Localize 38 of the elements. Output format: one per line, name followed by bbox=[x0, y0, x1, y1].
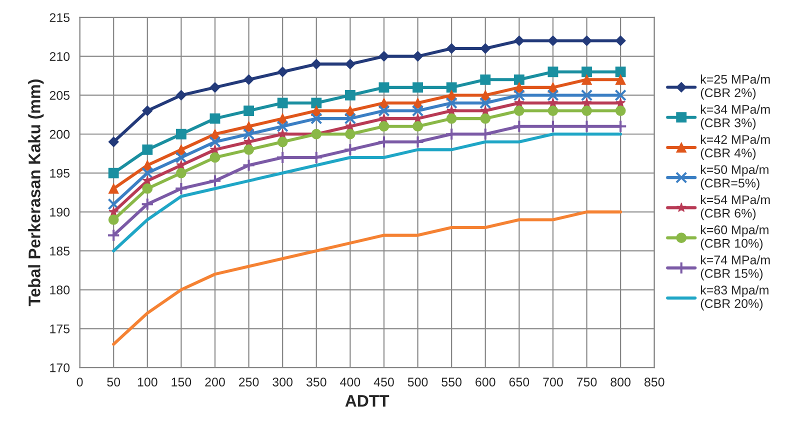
x-tick-label: 500 bbox=[408, 378, 428, 386]
legend-label: k=74 MPa/m (CBR 15%) bbox=[700, 255, 770, 280]
y-axis-title: Tebal Perkerasan Kaku (mm) bbox=[28, 80, 44, 306]
x-tick-label: 0 bbox=[76, 378, 83, 386]
x-tick-label: 450 bbox=[374, 378, 394, 386]
x-tick-label: 750 bbox=[576, 378, 597, 386]
y-tick-label: 205 bbox=[50, 91, 70, 100]
y-tick-label: 200 bbox=[50, 130, 70, 139]
legend-label: k=83 Mpa/m (CBR 20%) bbox=[700, 285, 768, 310]
x-axis-title: ADTT bbox=[345, 395, 390, 407]
y-tick-label: 210 bbox=[50, 52, 70, 61]
x-tick-label: 600 bbox=[476, 378, 496, 386]
y-tick-label: 185 bbox=[50, 246, 70, 256]
y-tick-label: 215 bbox=[50, 13, 70, 22]
x-tick-label: 650 bbox=[509, 378, 530, 386]
legend-label: k=60 Mpa/m (CBR 10%) bbox=[700, 225, 768, 250]
x-tick-label: 800 bbox=[610, 378, 630, 386]
x-tick-label: 850 bbox=[644, 378, 664, 386]
x-tick-label: 400 bbox=[340, 378, 360, 386]
y-tick-label: 180 bbox=[50, 286, 70, 294]
y-tick-label: 190 bbox=[50, 208, 70, 217]
x-tick-label: 550 bbox=[442, 378, 462, 386]
x-tick-label: 200 bbox=[205, 378, 225, 386]
x-tick-label: 300 bbox=[272, 378, 293, 386]
x-tick-label: 150 bbox=[172, 378, 192, 386]
x-tick-label: 50 bbox=[107, 378, 120, 386]
legend-label: k=50 Mpa/m (CBR=5%) bbox=[700, 164, 768, 190]
x-tick-label: 350 bbox=[306, 378, 326, 386]
legend-label: k=25 MPa/m (CBR 2%) bbox=[700, 74, 770, 100]
y-tick-label: 175 bbox=[50, 324, 70, 334]
legend-label: k=42 MPa/m (CBR 4%) bbox=[700, 134, 770, 160]
x-tick-label: 250 bbox=[238, 378, 259, 386]
y-tick-label: 170 bbox=[50, 363, 70, 372]
x-tick-label: 100 bbox=[138, 378, 158, 386]
y-tick-label: 195 bbox=[50, 168, 70, 178]
legend-label: k=34 MPa/m (CBR 3%) bbox=[700, 104, 770, 130]
x-tick-label: 700 bbox=[543, 378, 563, 386]
legend-label: k=54 MPa/m (CBR 6%) bbox=[700, 194, 770, 220]
